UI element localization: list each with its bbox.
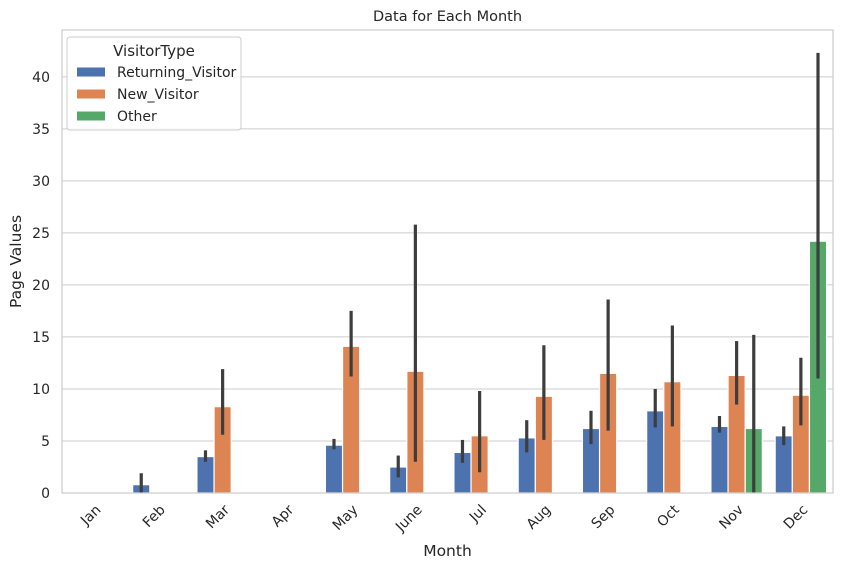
bars	[132, 240, 828, 494]
legend-label: Returning_Visitor	[117, 65, 237, 81]
y-tick-label: 15	[32, 330, 50, 346]
y-tick-label: 25	[32, 226, 50, 242]
y-axis-title: Page Values	[7, 215, 25, 308]
x-tick-label: Mar	[203, 502, 233, 532]
x-tick-label: June	[392, 502, 426, 536]
bar-returning-visitor-mar	[196, 455, 215, 494]
y-tick-label: 35	[32, 122, 50, 138]
y-tick-label: 10	[32, 382, 50, 398]
x-tick-label: Oct	[654, 502, 683, 531]
y-tick-label: 0	[41, 486, 50, 502]
y-tick-label: 20	[32, 278, 50, 294]
error-bars	[139, 52, 820, 493]
x-tick-label: Dec	[781, 502, 811, 532]
x-tick-label: May	[330, 502, 362, 534]
legend: VisitorType Returning_Visitor New_Visitor…	[66, 36, 242, 131]
x-tick-label: Jul	[466, 502, 490, 526]
x-tick-label: Sep	[589, 502, 619, 532]
legend-frame	[66, 36, 242, 131]
legend-swatch	[77, 89, 105, 99]
x-axis-title: Month	[423, 542, 472, 560]
x-tick-label: Jan	[77, 502, 104, 529]
bar-returning-visitor-may	[324, 444, 344, 494]
y-tick-label: 5	[41, 434, 50, 450]
y-axis-ticks: 0 5 10 15 20 25 30 35 40	[32, 70, 50, 502]
legend-label: Other	[117, 109, 157, 125]
chart-title: Data for Each Month	[373, 9, 522, 25]
bar-returning-visitor-nov	[710, 425, 729, 494]
gridlines	[62, 76, 833, 442]
x-tick-label: Aug	[524, 502, 555, 533]
x-tick-label: Feb	[140, 502, 169, 531]
plot-frame	[61, 29, 834, 494]
y-tick-label: 40	[32, 70, 50, 86]
legend-swatch	[77, 111, 105, 121]
x-axis-ticks: Jan Feb Mar Apr May June Jul Aug Sep Oct Nov Dec	[77, 502, 811, 536]
x-tick-label: Nov	[716, 502, 747, 533]
legend-title: VisitorType	[113, 42, 195, 60]
y-tick-label: 30	[32, 174, 50, 190]
legend-swatch	[77, 67, 105, 77]
x-tick-label: Apr	[269, 502, 298, 531]
legend-label: New_Visitor	[117, 87, 199, 103]
